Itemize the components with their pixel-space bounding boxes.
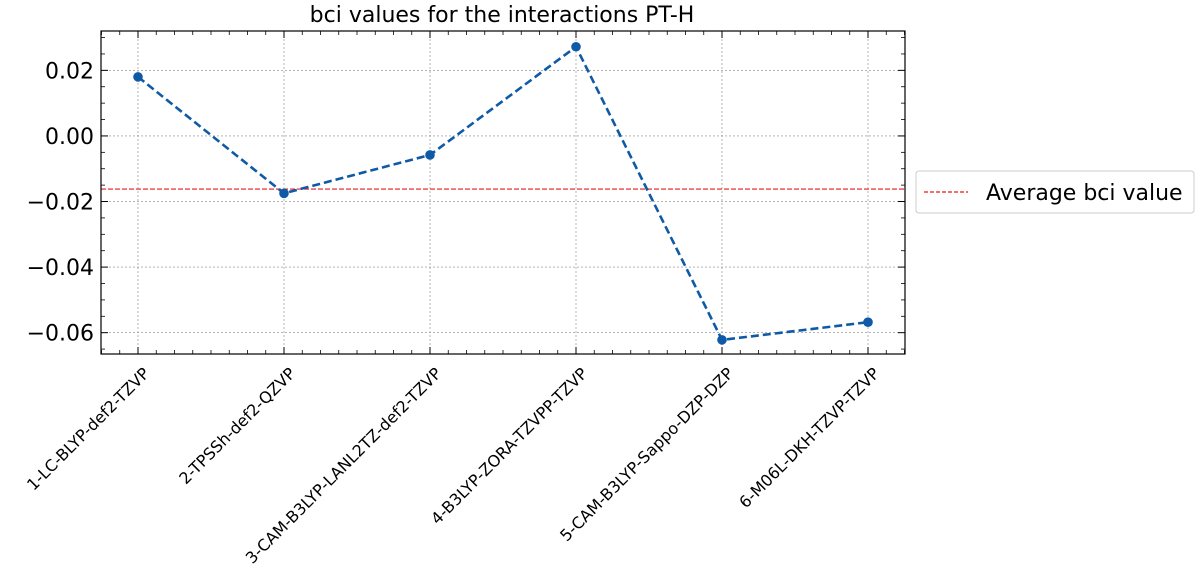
series-line: [137, 44, 869, 342]
series-layer: [133, 41, 873, 345]
legend-box: [915, 170, 1195, 214]
data-point: [425, 150, 435, 160]
plot-frame: [100, 30, 906, 355]
x-tick-label: 4-B3LYP-ZORA-TZVPP-TZVP: [427, 364, 592, 529]
x-tick-label: 1-LC-BLYP-def2-TZVP: [23, 364, 154, 495]
x-tick-label: 5-CAM-B3LYP-Sappo-DZP-DZP: [556, 364, 737, 545]
y-axis-tick-labels: 0.02 0.00 −0.02 −0.04 −0.06: [27, 59, 94, 346]
legend-label-average: Average bci value: [986, 181, 1183, 206]
x-tick-label: 2-TPSSh-def2-QZVP: [175, 364, 299, 488]
data-point: [571, 41, 581, 52]
y-tick-label: 0.02: [45, 59, 94, 84]
y-tick-label: −0.04: [27, 256, 94, 281]
y-tick-label: 0.00: [45, 125, 94, 150]
axis-ticks: [101, 31, 905, 354]
legend: Average bci value: [915, 170, 1195, 214]
x-axis-tick-labels: 1-LC-BLYP-def2-TZVP 2-TPSSh-def2-QZVP3-CA…: [23, 364, 884, 568]
data-point: [133, 72, 143, 82]
y-tick-label: −0.06: [27, 322, 94, 347]
data-point: [717, 335, 727, 345]
chart-title: bci values for the interactions PT-H: [310, 3, 695, 28]
data-point: [863, 317, 873, 327]
grid: [101, 31, 905, 354]
x-tick-label: 6-M06L-DKH-TZVP-TZVP: [735, 364, 883, 512]
data-point: [279, 188, 289, 199]
y-tick-label: −0.02: [27, 191, 94, 216]
